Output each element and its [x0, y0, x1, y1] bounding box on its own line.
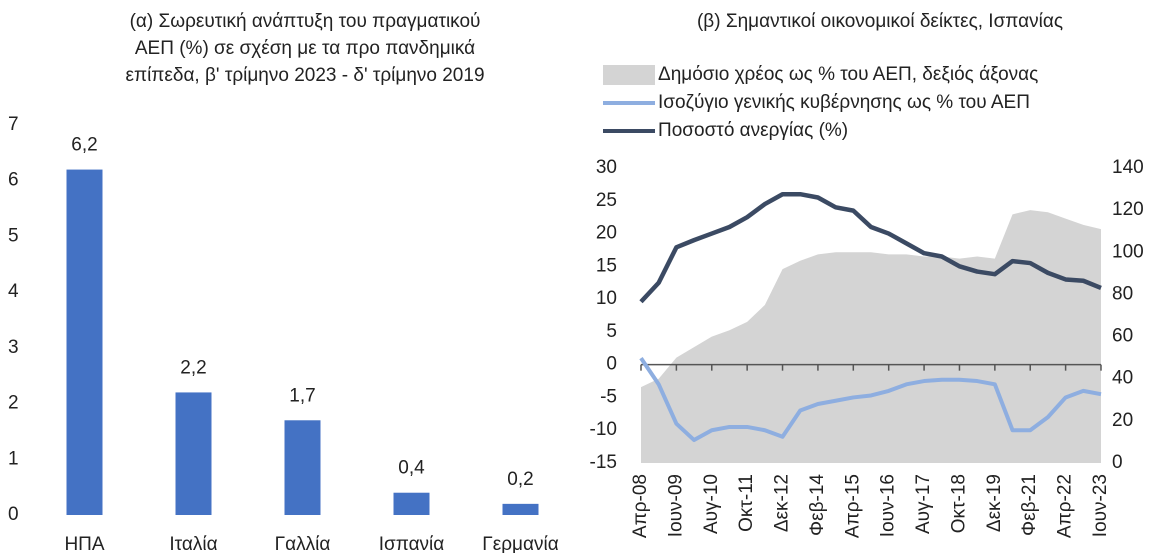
chart-title: ΑΕΠ (%) σε σχέση με τα προ πανδημικά [135, 38, 475, 59]
y2-tick-label: 100 [1112, 241, 1144, 262]
y-tick-label: 15 [596, 255, 617, 276]
x-tick-label: Απρ-22 [1055, 474, 1076, 538]
value-label: 1,7 [289, 385, 315, 406]
y-tick-label: 10 [596, 288, 617, 309]
bar [393, 492, 430, 515]
bar [284, 420, 321, 515]
y-tick-label: 5 [8, 225, 19, 246]
x-tick-label: Γαλλία [275, 534, 331, 553]
value-label: 0,2 [507, 469, 533, 490]
bar [175, 392, 212, 515]
y-tick-label: 5 [606, 321, 617, 342]
y-tick-label: 6 [8, 170, 19, 191]
x-tick-label: Δεκ-19 [984, 474, 1005, 532]
x-tick-label: Ιουν-09 [665, 474, 686, 537]
y-tick-label: -5 [600, 386, 617, 407]
legend-label: Δημόσιο χρέος ως % του ΑΕΠ, δεξιός άξονα… [658, 64, 1038, 85]
x-tick-label: Γερμανία [482, 534, 558, 553]
x-tick-label: Ιουν-23 [1090, 474, 1111, 537]
y2-tick-label: 140 [1112, 157, 1144, 178]
y-tick-label: 0 [606, 354, 617, 375]
y2-tick-label: 40 [1112, 368, 1133, 389]
bar [502, 503, 539, 515]
y2-tick-label: 60 [1112, 326, 1133, 347]
y-tick-label: 7 [8, 114, 19, 135]
chart-title: (α) Σωρευτική ανάπτυξη του πραγματικού [130, 11, 481, 32]
bar [66, 169, 103, 516]
line [639, 356, 1102, 443]
value-label: 0,4 [398, 458, 425, 479]
x-tick-label: ΗΠΑ [64, 534, 104, 553]
y-tick-label: 30 [596, 157, 617, 178]
x-tick-label: Αυγ-10 [701, 474, 722, 534]
y2-tick-label: 120 [1112, 199, 1144, 220]
y-tick-label: 0 [8, 504, 19, 525]
x-tick-label: Φεβ-21 [1019, 474, 1040, 536]
x-tick-label: Ισπανία [379, 534, 445, 553]
x-tick-label: Αυγ-17 [913, 474, 934, 534]
x-tick-label: Ιουν-16 [878, 474, 899, 537]
area [641, 210, 1101, 463]
y-tick-label: 1 [8, 448, 19, 469]
y-tick-label: 3 [8, 337, 19, 358]
x-tick-label: Φεβ-14 [807, 474, 828, 536]
legend-label: Ποσοστό ανεργίας (%) [658, 120, 848, 141]
y-tick-label: 25 [596, 190, 617, 211]
line [639, 191, 1102, 304]
x-tick-label: Δεκ-12 [772, 474, 793, 532]
y-tick-label: 4 [8, 281, 19, 302]
y-tick-label: 2 [8, 393, 19, 414]
y-tick-label: -10 [590, 419, 617, 440]
x-tick-label: Απρ-15 [842, 474, 863, 538]
x-tick-label: Απρ-08 [630, 474, 651, 538]
y2-tick-label: 20 [1112, 410, 1133, 431]
y2-tick-label: 80 [1112, 283, 1133, 304]
chart-title: επίπεδα, β' τρίμηνο 2023 - δ' τρίμηνο 20… [125, 65, 484, 86]
x-tick-label: Οκτ-18 [948, 474, 969, 533]
legend-label: Ισοζύγιο γενικής κυβέρνησης ως % του ΑΕΠ [658, 92, 1030, 113]
y-tick-label: 20 [596, 223, 617, 244]
x-tick-label: Ιταλία [169, 534, 217, 553]
y2-tick-label: 0 [1112, 452, 1123, 473]
x-tick-label: Οκτ-11 [736, 474, 757, 532]
y-tick-label: -15 [590, 452, 617, 473]
legend-swatch [603, 65, 655, 85]
value-label: 6,2 [71, 135, 97, 156]
chart-title: (β) Σημαντικοί οικονομικοί δείκτες, Ισπα… [697, 11, 1063, 32]
value-label: 2,2 [180, 357, 206, 378]
